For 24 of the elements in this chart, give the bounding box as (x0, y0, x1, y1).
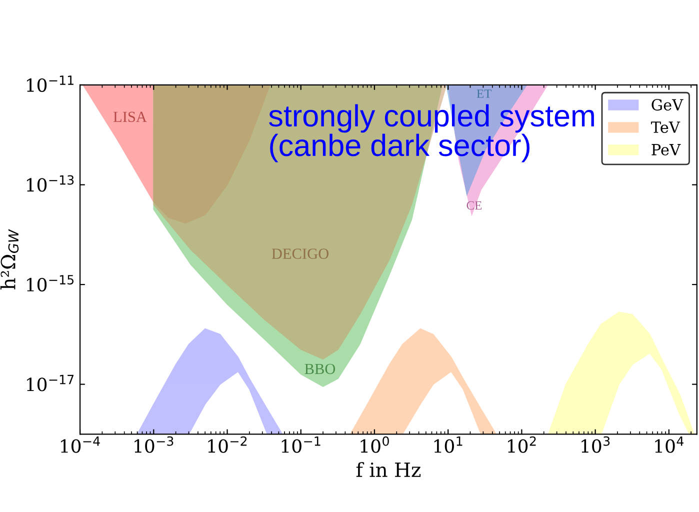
x-tick-label: 10$^{1}$ (434, 436, 462, 453)
x-tick-label: 10$^{2}$ (508, 436, 536, 453)
x-tick-label: 10$^{4}$ (655, 436, 684, 453)
legend-label: TeV (651, 122, 680, 133)
series-label: DECIGO (272, 248, 328, 259)
y-tick-label: 10$^{−13}$ (27, 175, 74, 192)
series-label: ET (476, 90, 492, 98)
x-tick-label: 10$^{3}$ (582, 436, 610, 453)
y-tick-label: 10$^{−17}$ (27, 374, 74, 392)
y-axis-title: h²Ω$_{GW}$ (0, 229, 19, 290)
x-tick-label: 10$^{−2}$ (208, 436, 247, 453)
x-tick-label: 10$^{−1}$ (282, 436, 320, 453)
legend-label: PeV (652, 144, 681, 156)
legend-label: GeV (652, 99, 684, 111)
series-label: BBO (304, 364, 336, 374)
y-tick-label: 10$^{−15}$ (27, 275, 74, 292)
series-label: LISA (113, 112, 147, 122)
x-tick-label: 10$^{0}$ (360, 436, 389, 453)
x-axis-title: f in Hz (356, 462, 421, 477)
annotation: strongly coupled system (canbe dark sector) (269, 104, 594, 162)
x-tick-label: 10$^{−3}$ (134, 436, 174, 453)
x-tick-label: 10$^{−4}$ (61, 436, 100, 453)
y-tick-label: 10$^{−11}$ (27, 76, 74, 92)
series-label: CE (466, 201, 482, 210)
